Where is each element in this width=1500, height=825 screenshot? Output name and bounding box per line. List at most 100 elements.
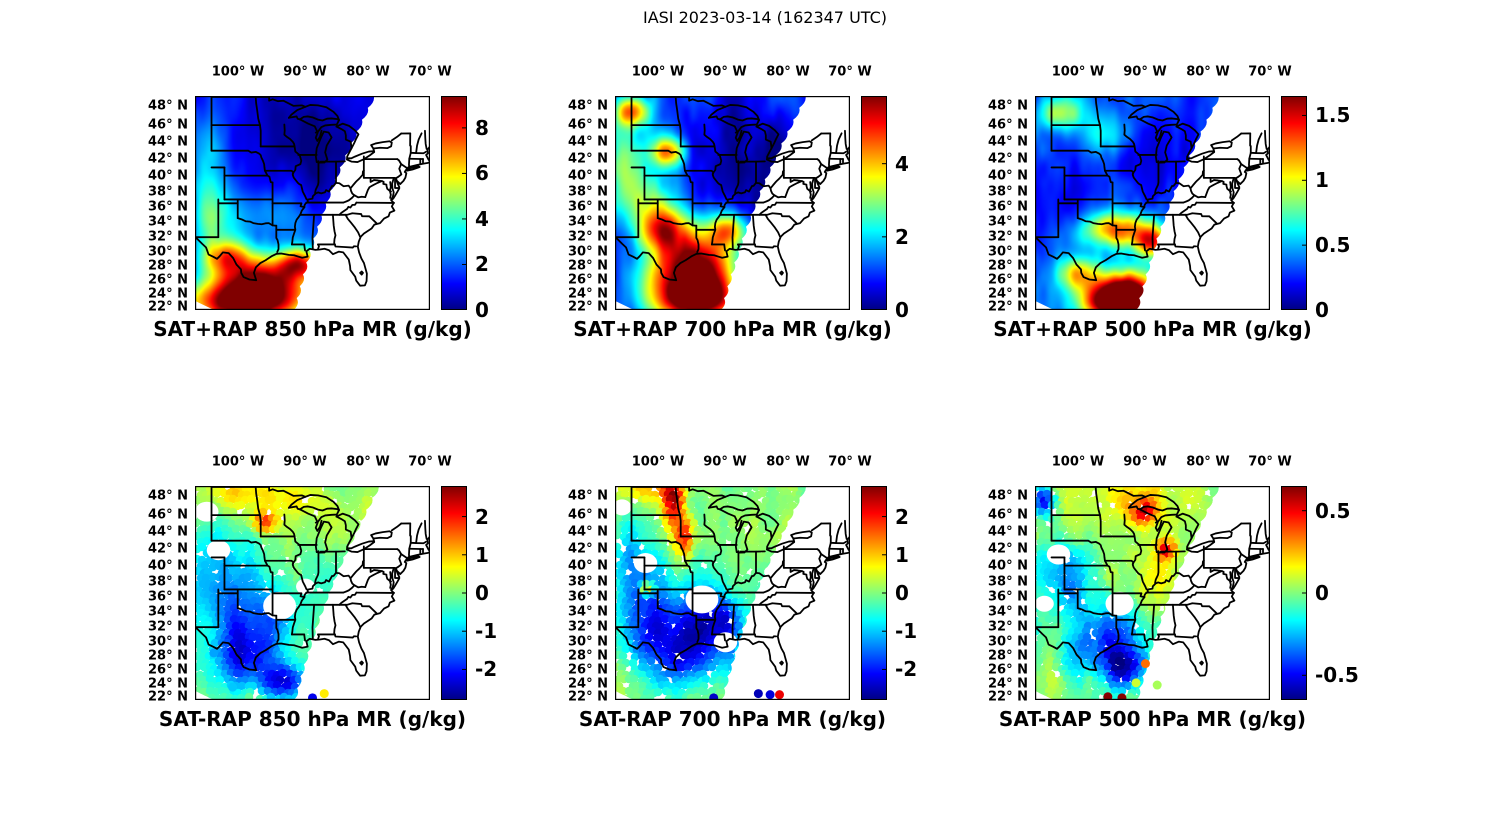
lat-tick-label: 30° N xyxy=(568,634,608,650)
colorbar-tick-label: 0 xyxy=(475,581,489,605)
lon-tick-label: 100° W xyxy=(1051,454,1105,470)
lat-tick-label: 22° N xyxy=(988,299,1028,315)
lon-tick-label: 70° W xyxy=(828,64,872,80)
lon-tick-label: 70° W xyxy=(828,454,872,470)
lon-tick-label: 100° W xyxy=(631,64,685,80)
colorbar xyxy=(441,96,467,310)
colorbar-tick-label: 0 xyxy=(895,298,909,322)
lat-tick-label: 38° N xyxy=(988,574,1028,590)
lat-tick-label: 32° N xyxy=(568,619,608,635)
lat-tick-label: 34° N xyxy=(988,214,1028,230)
lat-tick-label: 46° N xyxy=(988,507,1028,523)
lon-tick-label: 70° W xyxy=(408,454,452,470)
lat-tick-label: 46° N xyxy=(568,507,608,523)
colorbar-tick-label: 0 xyxy=(895,581,909,605)
lat-tick-label: 36° N xyxy=(568,589,608,605)
lat-tick-label: 24° N xyxy=(988,676,1028,692)
lat-tick-label: 48° N xyxy=(568,98,608,114)
lat-tick-label: 30° N xyxy=(148,244,188,260)
lat-tick-label: 46° N xyxy=(148,507,188,523)
lat-tick-label: 44° N xyxy=(568,134,608,150)
colorbar-tick-label: 2 xyxy=(475,252,489,277)
lat-tick-label: 34° N xyxy=(568,214,608,230)
lat-tick-label: 36° N xyxy=(988,589,1028,605)
colorbar-tick-label: 0 xyxy=(475,298,489,322)
panel-title: SAT+RAP 700 hPa MR (g/kg) xyxy=(573,317,892,341)
panel-title: SAT-RAP 850 hPa MR (g/kg) xyxy=(158,707,467,731)
colorbar-tick-label: 0.5 xyxy=(1315,233,1351,258)
lat-tick-label: 22° N xyxy=(568,689,608,705)
lat-tick-label: 28° N xyxy=(148,258,188,274)
colorbar-tick-label: 0.5 xyxy=(1315,498,1351,523)
map-canvas xyxy=(1035,486,1270,700)
lat-tick-label: 36° N xyxy=(148,589,188,605)
colorbar xyxy=(1281,486,1307,700)
colorbar-tick-label: 2 xyxy=(895,504,909,529)
lon-tick-label: 90° W xyxy=(703,64,747,80)
lat-tick-label: 40° N xyxy=(148,168,188,184)
lat-tick-label: 22° N xyxy=(988,689,1028,705)
lat-tick-label: 38° N xyxy=(568,574,608,590)
lat-tick-label: 34° N xyxy=(568,604,608,620)
colorbar-tick-label: 4 xyxy=(475,206,489,231)
lat-tick-label: 44° N xyxy=(148,524,188,540)
lat-tick-label: 32° N xyxy=(148,229,188,245)
lat-tick-label: 28° N xyxy=(148,648,188,664)
lat-tick-label: 34° N xyxy=(988,604,1028,620)
lat-tick-label: 44° N xyxy=(988,134,1028,150)
figure-title: IASI 2023-03-14 (162347 UTC) xyxy=(642,8,888,27)
lon-tick-label: 90° W xyxy=(1123,454,1167,470)
lon-tick-label: 70° W xyxy=(408,64,452,80)
lon-tick-label: 100° W xyxy=(631,454,685,470)
lat-tick-label: 30° N xyxy=(148,634,188,650)
lat-tick-label: 48° N xyxy=(988,98,1028,114)
lat-tick-label: 42° N xyxy=(568,151,608,167)
lat-tick-label: 38° N xyxy=(568,184,608,200)
lon-tick-label: 100° W xyxy=(211,64,265,80)
colorbar-tick-label: -1 xyxy=(475,619,498,644)
lat-tick-label: 28° N xyxy=(568,258,608,274)
lat-tick-label: 42° N xyxy=(568,541,608,557)
lat-tick-label: 38° N xyxy=(148,574,188,590)
lat-tick-label: 48° N xyxy=(568,488,608,504)
lat-tick-label: 42° N xyxy=(988,151,1028,167)
lat-tick-label: 46° N xyxy=(988,117,1028,133)
lat-tick-label: 36° N xyxy=(568,199,608,215)
colorbar-tick-label: 0 xyxy=(1315,581,1329,605)
lat-tick-label: 26° N xyxy=(148,272,188,288)
lon-tick-label: 90° W xyxy=(703,454,747,470)
lat-tick-label: 40° N xyxy=(988,168,1028,184)
lon-tick-label: 80° W xyxy=(766,64,810,80)
lat-tick-label: 40° N xyxy=(568,168,608,184)
colorbar-tick-label: 1 xyxy=(475,542,489,567)
lat-tick-label: 22° N xyxy=(148,299,188,315)
lat-tick-label: 24° N xyxy=(148,676,188,692)
lon-tick-label: 90° W xyxy=(283,454,327,470)
lat-tick-label: 28° N xyxy=(988,648,1028,664)
lat-tick-label: 26° N xyxy=(568,662,608,678)
lat-tick-label: 40° N xyxy=(568,558,608,574)
lon-tick-label: 90° W xyxy=(1123,64,1167,80)
lat-tick-label: 32° N xyxy=(568,229,608,245)
lat-tick-label: 30° N xyxy=(988,634,1028,650)
map-canvas xyxy=(195,486,430,700)
lat-tick-label: 28° N xyxy=(568,648,608,664)
colorbar-tick-label: -2 xyxy=(895,657,918,682)
colorbar-tick-label: 1 xyxy=(1315,168,1329,193)
lat-tick-label: 38° N xyxy=(148,184,188,200)
lat-tick-label: 42° N xyxy=(148,151,188,167)
colorbar-tick-label: 2 xyxy=(895,224,909,249)
lon-tick-label: 80° W xyxy=(346,454,390,470)
panel-title: SAT-RAP 500 hPa MR (g/kg) xyxy=(998,707,1307,731)
lon-tick-label: 70° W xyxy=(1248,64,1292,80)
lat-tick-label: 38° N xyxy=(988,184,1028,200)
colorbar-tick-label: -2 xyxy=(475,657,498,682)
colorbar-tick-label: 0 xyxy=(1315,298,1329,322)
colorbar xyxy=(441,486,467,700)
lat-tick-label: 48° N xyxy=(988,488,1028,504)
lat-tick-label: 24° N xyxy=(148,286,188,302)
lon-tick-label: 100° W xyxy=(211,454,265,470)
lat-tick-label: 32° N xyxy=(148,619,188,635)
colorbar-tick-label: -0.5 xyxy=(1315,663,1359,688)
lat-tick-label: 40° N xyxy=(148,558,188,574)
